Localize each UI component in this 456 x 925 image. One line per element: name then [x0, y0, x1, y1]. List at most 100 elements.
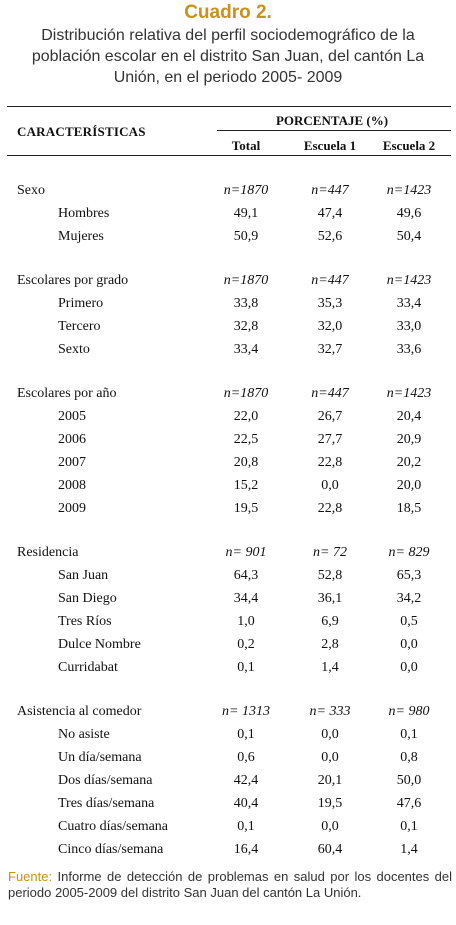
cell-value: 1,0 [237, 614, 255, 629]
row-label: Hombres [58, 206, 110, 221]
row-label: 2005 [58, 409, 86, 424]
cell-value: 0,1 [400, 727, 418, 742]
cell-value: 0,6 [237, 750, 255, 765]
percentage-header: PORCENTAJE (%) [275, 113, 389, 128]
cell-value: 32,7 [317, 342, 343, 357]
table-row: San Juan 64,3 52,8 65,3 [7, 568, 451, 588]
cell-value: 22,5 [233, 432, 259, 447]
table-row: Dos días/semana 42,4 20,1 50,0 [7, 773, 451, 793]
section-label: Sexo [17, 183, 45, 198]
table-row: Un día/semana 0,6 0,0 0,8 [7, 750, 451, 770]
table-row: Cuatro días/semana 0,1 0,0 0,1 [7, 819, 451, 839]
table-row: Sexto 33,4 32,7 33,6 [7, 342, 451, 362]
column-header-escuela-2: Escuela 2 [382, 138, 436, 153]
cell-value: 22,8 [317, 501, 343, 516]
cell-value: 52,8 [317, 568, 343, 583]
row-label: Sexto [58, 342, 90, 357]
section-row: Residencia n= 901 n= 72 n= 829 [7, 545, 451, 565]
cell-value: 0,1 [400, 819, 418, 834]
table-row: Mujeres 50,9 52,6 50,4 [7, 229, 451, 249]
cell-value: 18,5 [396, 501, 422, 516]
cell-value: 2,8 [321, 637, 339, 652]
section-label: Asistencia al comedor [17, 704, 142, 719]
row-label: 2006 [58, 432, 86, 447]
source-footnote: Fuente: Informe de detección de problema… [8, 869, 452, 901]
cell-value: 0,0 [321, 750, 339, 765]
sample-size: n=1870 [223, 386, 269, 401]
cell-value: 22,0 [233, 409, 259, 424]
cell-value: 0,2 [237, 637, 255, 652]
percentage-rule [217, 130, 451, 131]
column-header-escuela-1: Escuela 1 [303, 138, 357, 153]
cell-value: 32,8 [233, 319, 259, 334]
cell-value: 50,0 [396, 773, 422, 788]
table-row: San Diego 34,4 36,1 34,2 [7, 591, 451, 611]
row-label: Tercero [58, 319, 101, 334]
sample-size: n= 980 [388, 704, 430, 719]
table-row: Hombres 49,1 47,4 49,6 [7, 206, 451, 226]
source-text: Informe de detección de problemas en sal… [8, 869, 452, 900]
cell-value: 20,1 [317, 773, 343, 788]
cell-value: 20,4 [396, 409, 422, 424]
row-label: 2008 [58, 478, 86, 493]
cell-value: 26,7 [317, 409, 343, 424]
cell-value: 33,4 [233, 342, 259, 357]
table-subtitle: Distribución relativa del perfil sociode… [31, 27, 425, 86]
cell-value: 0,5 [400, 614, 418, 629]
row-label: 2007 [58, 455, 86, 470]
table-row: Curridabat 0,1 1,4 0,0 [7, 660, 451, 680]
cell-value: 0,1 [237, 819, 255, 834]
cell-value: 15,2 [233, 478, 259, 493]
table-title: Cuadro 2. [184, 2, 272, 23]
row-label: Cinco días/semana [58, 842, 164, 857]
table-row: Primero 33,8 35,3 33,4 [7, 296, 451, 316]
cell-value: 65,3 [396, 568, 422, 583]
cell-value: 0,0 [400, 660, 418, 675]
row-label: Dulce Nombre [58, 637, 141, 652]
cell-value: 0,8 [400, 750, 418, 765]
table-row: 2009 19,5 22,8 18,5 [7, 501, 451, 521]
sample-size: n=1870 [223, 273, 269, 288]
row-label: Cuatro días/semana [58, 819, 169, 834]
cell-value: 0,0 [400, 637, 418, 652]
cell-value: 27,7 [317, 432, 343, 447]
cell-value: 19,5 [233, 501, 259, 516]
column-header-total: Total [231, 138, 261, 153]
table-row: 2007 20,8 22,8 20,2 [7, 455, 451, 475]
row-label: Mujeres [58, 229, 104, 244]
table-row: Tercero 32,8 32,0 33,0 [7, 319, 451, 339]
section-label: Escolares por año [17, 386, 117, 401]
cell-value: 40,4 [233, 796, 259, 811]
source-label: Fuente: [8, 869, 53, 884]
table-row: No asiste 0,1 0,0 0,1 [7, 727, 451, 747]
sample-size: n=1870 [223, 183, 269, 198]
cell-value: 19,5 [317, 796, 343, 811]
row-label: Curridabat [58, 660, 118, 675]
table-row: Tres Ríos 1,0 6,9 0,5 [7, 614, 451, 634]
cell-value: 52,6 [317, 229, 343, 244]
table-row: 2008 15,2 0,0 20,0 [7, 478, 451, 498]
sample-size: n=1423 [386, 273, 432, 288]
row-label: Dos días/semana [58, 773, 153, 788]
row-label: San Juan [58, 568, 109, 583]
table-row: 2005 22,0 26,7 20,4 [7, 409, 451, 429]
row-label: 2009 [58, 501, 86, 516]
sample-size: n= 333 [309, 704, 351, 719]
section-row: Asistencia al comedor n= 1313 n= 333 n= 980 [7, 704, 451, 724]
cell-value: 36,1 [317, 591, 343, 606]
sample-size: n=1423 [386, 386, 432, 401]
top-rule [7, 106, 451, 107]
cell-value: 33,8 [233, 296, 259, 311]
row-label: Tres días/semana [58, 796, 155, 811]
cell-value: 1,4 [321, 660, 339, 675]
cell-value: 33,6 [396, 342, 422, 357]
cell-value: 34,2 [396, 591, 422, 606]
section-label: Residencia [17, 545, 79, 560]
cell-value: 0,1 [237, 727, 255, 742]
cell-value: 16,4 [233, 842, 259, 857]
cell-value: 50,9 [233, 229, 259, 244]
row-label: Primero [58, 296, 104, 311]
cell-value: 50,4 [396, 229, 422, 244]
cell-value: 34,4 [233, 591, 259, 606]
cell-value: 0,0 [321, 727, 339, 742]
